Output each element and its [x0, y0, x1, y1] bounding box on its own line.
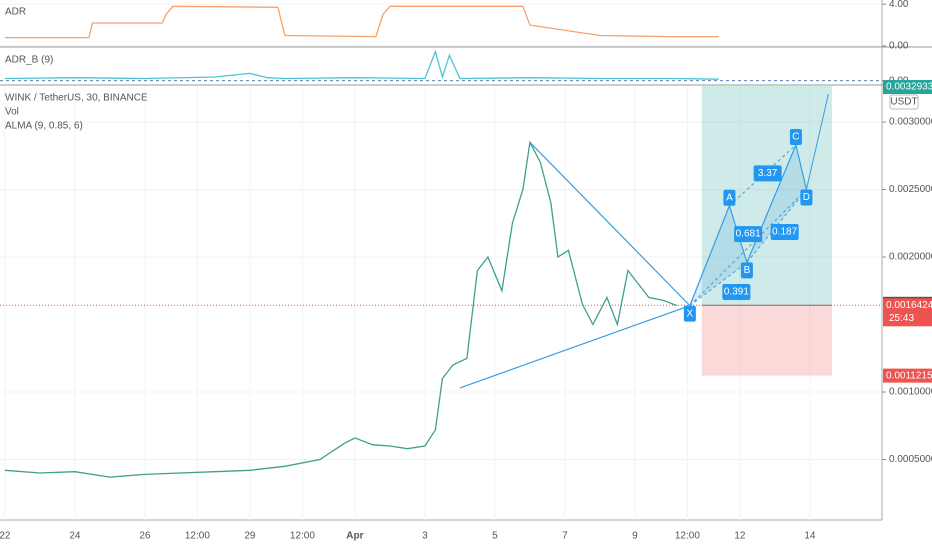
x-tick-label: 3 — [422, 531, 428, 542]
y-tick-label: 0.00300000 — [889, 117, 932, 128]
pattern-fill — [689, 205, 747, 306]
ratio-label: 0.187 — [772, 227, 797, 238]
pattern-point — [789, 128, 802, 145]
price-countdown: 25:43 — [889, 313, 914, 324]
price-label-box — [883, 368, 932, 383]
ratio-label: 0.681 — [736, 229, 761, 240]
price-line — [4, 5, 719, 39]
pattern-point — [740, 262, 753, 279]
ratio-box — [753, 165, 782, 182]
x-tick-label: 12 — [734, 531, 746, 542]
price-label-box — [883, 80, 932, 94]
x-tick-label: 24 — [69, 531, 81, 542]
pane-title: WINK / TetherUS, 30, BINANCE — [5, 93, 148, 104]
x-tick-label: 9 — [632, 531, 638, 542]
y-tick-label: 0.00250000 — [889, 184, 932, 195]
ratio-box — [722, 284, 751, 301]
pattern-label: B — [744, 265, 751, 276]
stop-zone — [701, 305, 832, 376]
pane-title: ADR — [5, 7, 26, 18]
pattern-label: D — [803, 192, 810, 203]
ratio-label: 3.37 — [758, 168, 778, 179]
x-tick-label: 12:00 — [290, 531, 315, 542]
x-tick-label: 5 — [492, 531, 498, 542]
projection-line — [805, 93, 829, 190]
price-label: 0.00329332 — [886, 82, 932, 93]
indicator-label: Vol — [5, 107, 19, 118]
trendline — [529, 141, 691, 307]
unit-box — [889, 94, 919, 110]
y-tick-label: 4.00 — [889, 0, 909, 10]
ratio-label: 0.391 — [724, 287, 749, 298]
ratio-box — [734, 226, 763, 243]
indicator-label: ALMA (9, 0.85, 6) — [5, 121, 83, 132]
pattern-point — [723, 189, 736, 206]
price-label: 0.00112153 — [886, 370, 932, 381]
x-tick-label: 29 — [244, 531, 256, 542]
x-tick-label: 26 — [139, 531, 151, 542]
pattern-label: X — [687, 308, 694, 319]
price-line — [4, 140, 678, 478]
x-tick-label: 14 — [804, 531, 816, 542]
x-tick-label: 12:00 — [185, 531, 210, 542]
price-label: 0.00164246 — [886, 300, 932, 311]
x-tick-label: 7 — [562, 531, 568, 542]
pattern-point — [683, 305, 696, 322]
y-tick-label: 0.00050000 — [889, 454, 932, 465]
x-tick-label: 22 — [0, 531, 11, 542]
pattern-label: A — [726, 192, 733, 203]
x-tick-label: 12:00 — [675, 531, 700, 542]
y-tick-label: 0.00 — [889, 41, 909, 52]
trendline — [459, 305, 691, 389]
price-label-box — [883, 298, 932, 327]
x-tick-label: Apr — [346, 531, 363, 542]
pattern-diagonal — [746, 189, 807, 263]
y-tick-label: 0.00100000 — [889, 387, 932, 398]
pattern-point — [800, 189, 813, 206]
ratio-box — [770, 223, 799, 240]
unit-label: USDT — [890, 97, 917, 108]
pane-title: ADR_B (9) — [5, 55, 53, 66]
y-tick-label: 0.00200000 — [889, 252, 932, 263]
pattern-label: C — [792, 132, 799, 143]
price-line — [4, 49, 719, 80]
